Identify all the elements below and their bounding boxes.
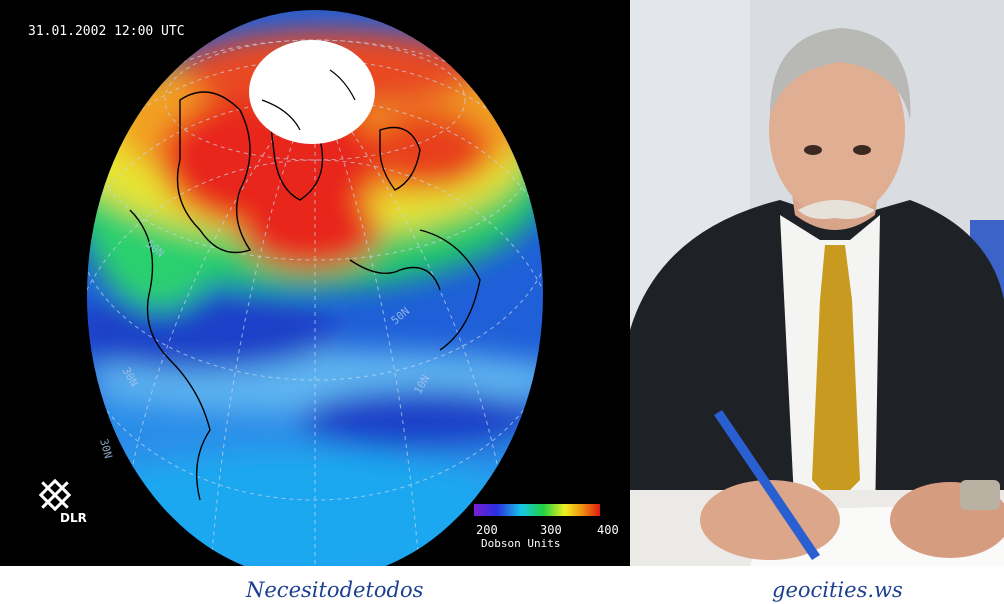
colorbar-gradient bbox=[474, 504, 600, 516]
ozone-globe-image: 31.01.2002 12:00 UTC 50N 30N 10N 50N 30N… bbox=[28, 10, 619, 566]
mustache bbox=[798, 200, 875, 219]
portrait-photo-image bbox=[630, 0, 1004, 566]
dobson-colorbar: 200 300 400 Dobson Units bbox=[474, 504, 619, 550]
tie bbox=[812, 245, 860, 505]
pen bbox=[714, 410, 820, 560]
colorbar-units: Dobson Units bbox=[481, 537, 560, 550]
globe-sphere bbox=[87, 10, 543, 566]
caption-left: Necesitodetodos bbox=[246, 578, 424, 602]
face bbox=[769, 42, 905, 218]
svg-text:DLR: DLR bbox=[60, 511, 87, 525]
colorbar-tick-min: 200 bbox=[476, 523, 498, 537]
dlr-logo: DLR bbox=[38, 478, 87, 525]
caption-right: geocities.ws bbox=[772, 578, 903, 602]
colorbar-tick-max: 400 bbox=[597, 523, 619, 537]
colorbar-tick-mid: 300 bbox=[540, 523, 562, 537]
latitude-label: 30N bbox=[97, 437, 115, 460]
timestamp-label: 31.01.2002 12:00 UTC bbox=[28, 24, 185, 39]
hair bbox=[770, 28, 911, 120]
portrait-photo-panel bbox=[630, 0, 1004, 566]
ozone-globe-panel: 31.01.2002 12:00 UTC 50N 30N 10N 50N 30N… bbox=[0, 0, 630, 566]
